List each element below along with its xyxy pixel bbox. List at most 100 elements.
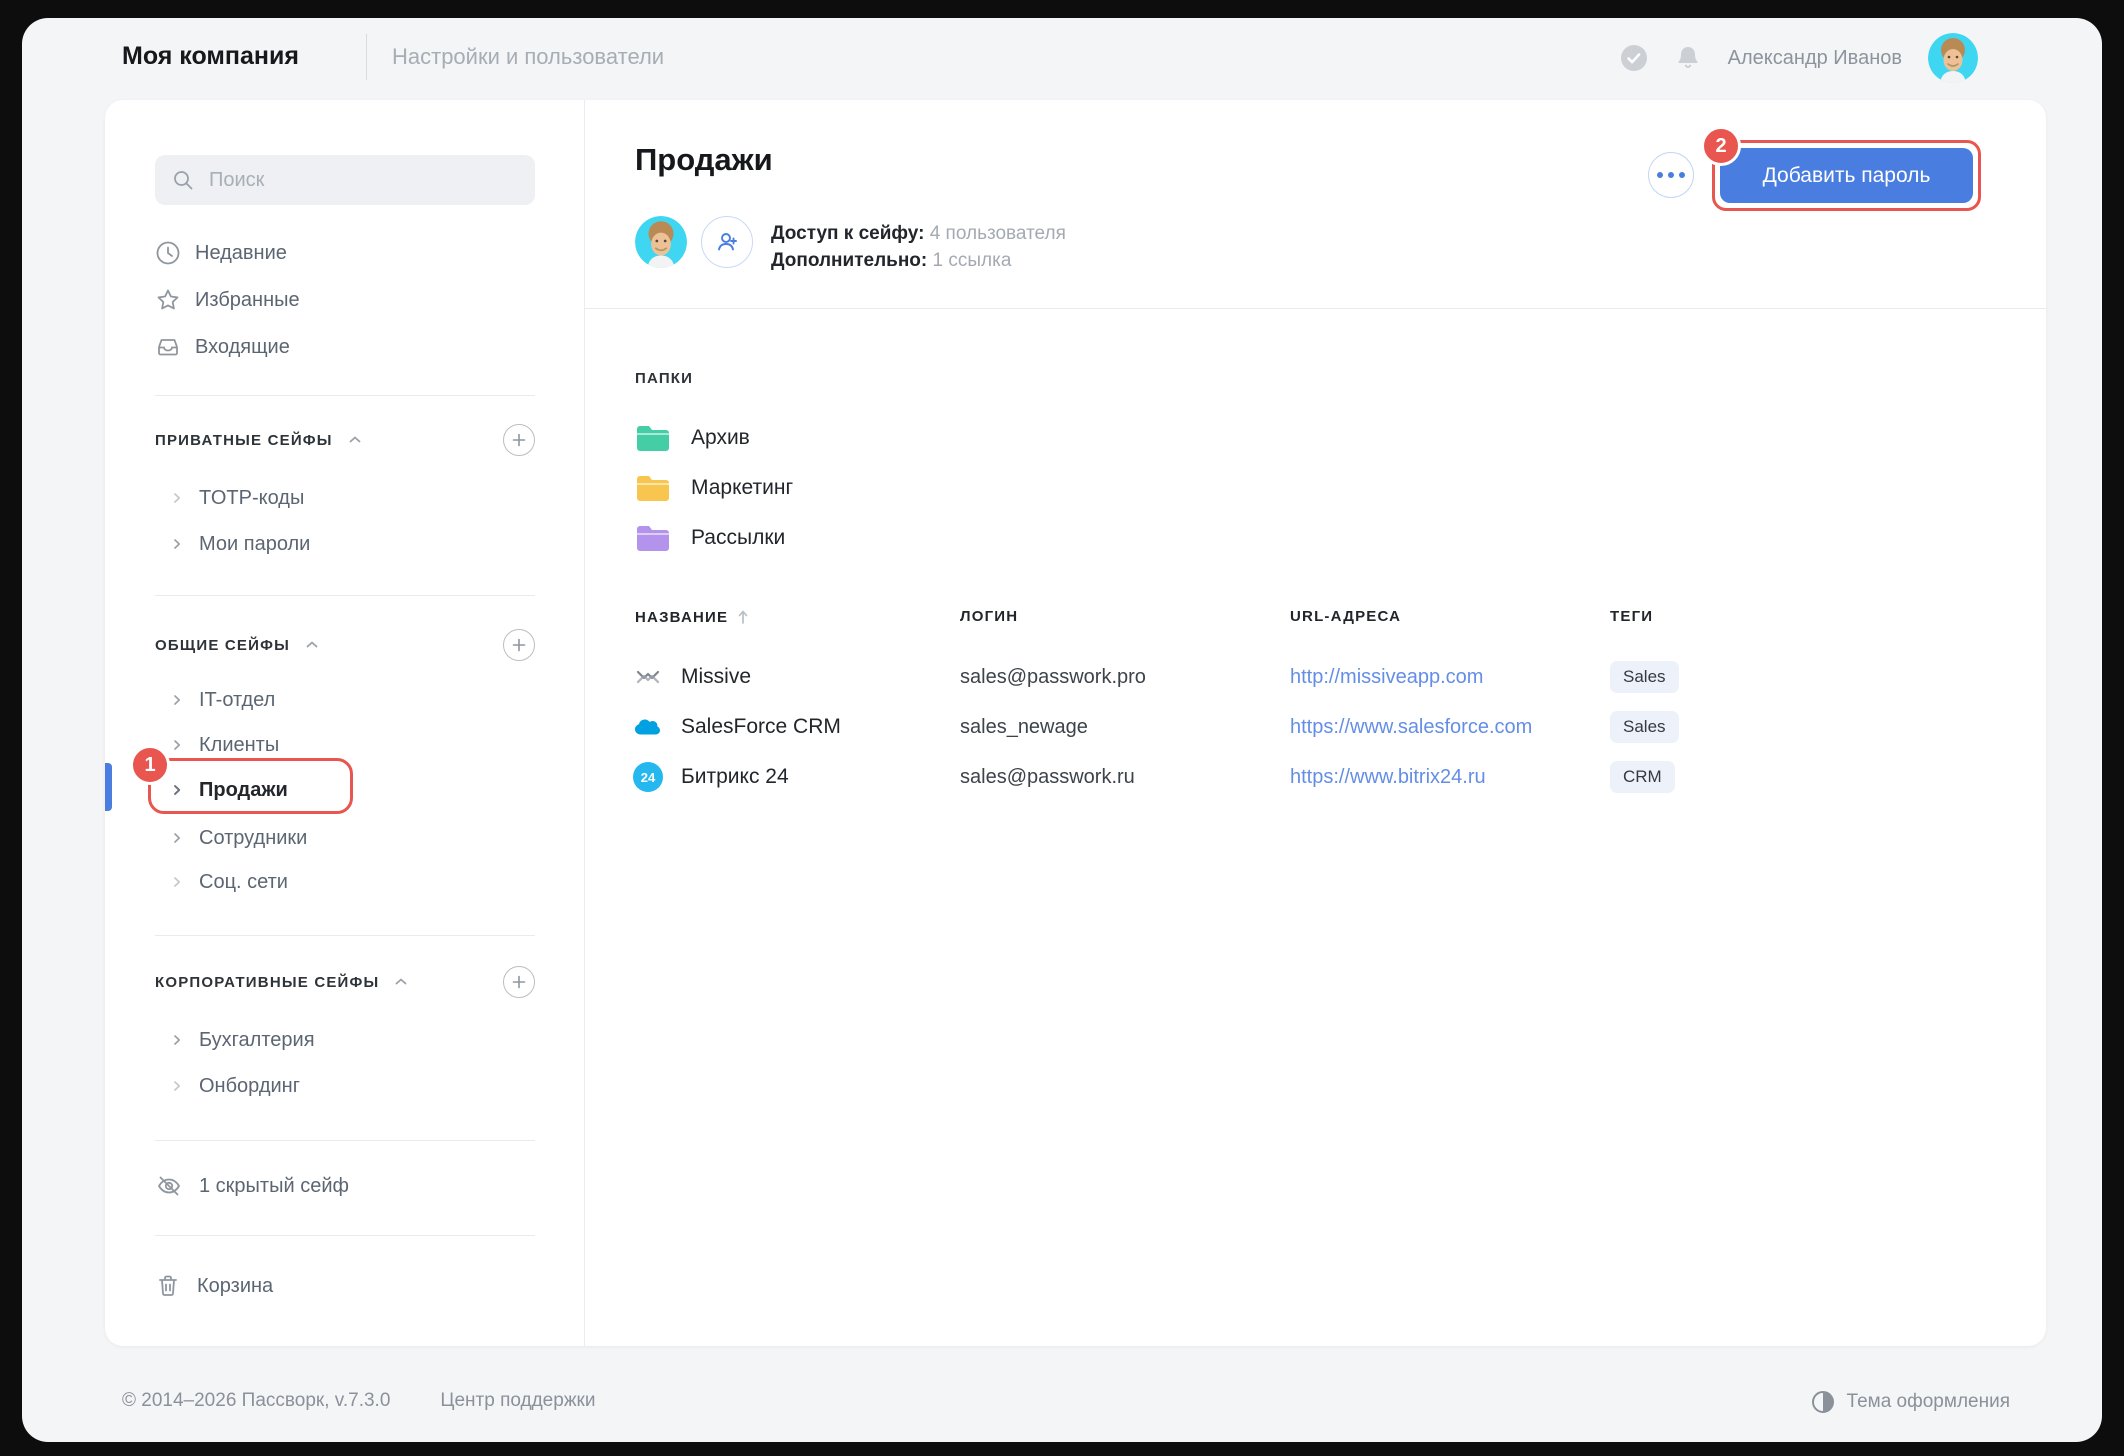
section-title[interactable]: ОБЩИЕ СЕЙФЫ [155, 636, 290, 654]
sidebar-item-label: Входящие [195, 335, 290, 358]
more-options-button[interactable] [1648, 152, 1694, 198]
hidden-safes-toggle[interactable]: 1 скрытый сейф [155, 1166, 535, 1206]
extra-label: Дополнительно: [771, 250, 928, 271]
chevron-right-icon [169, 1033, 185, 1047]
annotation-badge-1: 1 [130, 745, 170, 785]
sidebar-item-label: Клиенты [199, 733, 280, 756]
sidebar-item-label: Продажи [199, 778, 288, 801]
record-name: Missive [681, 665, 752, 688]
extra-value: 1 ссылка [932, 250, 1012, 271]
selected-item-indicator [105, 763, 112, 811]
sidebar-divider [155, 1140, 535, 1141]
sidebar-item-employees[interactable]: Сотрудники [155, 818, 535, 858]
check-circle-icon[interactable] [1620, 44, 1648, 72]
column-header-url[interactable]: URL-АДРЕСА [1290, 608, 1401, 625]
column-header-login[interactable]: ЛОГИН [960, 608, 1018, 625]
sidebar-item-inbox[interactable]: Входящие [155, 327, 535, 367]
annotation-badge-2: 2 [1701, 126, 1741, 166]
main-header-divider [585, 308, 2046, 309]
sidebar-divider [155, 395, 535, 396]
sidebar-item-label: Соц. сети [199, 870, 288, 893]
record-url-link[interactable]: http://missiveapp.com [1290, 665, 1484, 688]
app-window: Моя компания Настройки и пользователи Ал… [22, 18, 2102, 1442]
sidebar-item-recent[interactable]: Недавние [155, 233, 535, 273]
folder-archive[interactable]: Архив [635, 418, 750, 458]
sidebar-section-private-safes: ПРИВАТНЫЕ СЕЙФЫ [155, 422, 535, 458]
chevron-right-icon [169, 831, 185, 845]
folder-name: Маркетинг [691, 476, 794, 499]
record-url-link[interactable]: https://www.salesforce.com [1290, 715, 1533, 738]
support-center-link[interactable]: Центр поддержки [440, 1390, 596, 1411]
section-title[interactable]: КОРПОРАТИВНЫЕ СЕЙФЫ [155, 973, 380, 991]
bitrix-icon-text: 24 [640, 769, 656, 785]
sidebar-item-accounting[interactable]: Бухгалтерия [155, 1020, 535, 1060]
column-label: URL-АДРЕСА [1290, 608, 1402, 625]
table-row[interactable]: 24 Битрикс 24 sales@passwork.ru https://… [585, 754, 2046, 800]
topbar-divider [366, 34, 367, 80]
sort-ascending-icon [736, 608, 750, 626]
sidebar-item-favorites[interactable]: Избранные [155, 280, 535, 320]
sidebar-divider [155, 935, 535, 936]
sidebar-item-label: Сотрудники [199, 826, 308, 849]
content-card: Недавние Избранные Входящие ПРИВАТНЫЕ СЕ… [105, 100, 2046, 1346]
column-header-name[interactable]: НАЗВАНИЕ [635, 608, 750, 626]
record-login: sales@passwork.pro [960, 665, 1146, 688]
trash-item[interactable]: Корзина [155, 1266, 535, 1306]
chevron-right-icon [169, 693, 185, 707]
sidebar-item-sales[interactable]: Продажи [155, 770, 535, 810]
bell-icon[interactable] [1674, 44, 1702, 72]
company-title: Моя компания [122, 42, 299, 70]
table-row[interactable]: SalesForce CRM sales_newage https://www.… [585, 704, 2046, 750]
sidebar-item-totp[interactable]: TOTP-коды [155, 478, 535, 518]
add-safe-button[interactable] [503, 966, 535, 998]
chevron-up-icon[interactable] [304, 637, 320, 653]
sidebar-item-onboarding[interactable]: Онбординг [155, 1066, 535, 1106]
ellipsis-icon [1668, 172, 1674, 178]
add-safe-button[interactable] [503, 424, 535, 456]
theme-contrast-icon [1811, 1390, 1835, 1414]
star-icon [155, 287, 181, 313]
hidden-safes-label: 1 скрытый сейф [199, 1174, 349, 1197]
column-label: ТЕГИ [1610, 608, 1654, 625]
sidebar-item-label: IT-отдел [199, 688, 276, 711]
search-input[interactable] [207, 167, 519, 193]
folder-marketing[interactable]: Маркетинг [635, 468, 793, 508]
chevron-up-icon[interactable] [347, 432, 363, 448]
ellipsis-icon [1657, 172, 1663, 178]
add-password-button[interactable]: Добавить пароль [1720, 148, 1973, 203]
user-avatar[interactable] [1928, 33, 1978, 83]
sidebar-item-clients[interactable]: Клиенты [155, 725, 535, 765]
add-user-button[interactable] [701, 216, 753, 268]
sidebar-item-label: Недавние [195, 241, 287, 264]
trash-label: Корзина [197, 1274, 274, 1297]
folder-icon [635, 423, 671, 453]
sidebar-section-shared-safes: ОБЩИЕ СЕЙФЫ [155, 627, 535, 663]
tag-badge[interactable]: Sales [1610, 711, 1679, 743]
tag-badge[interactable]: Sales [1610, 661, 1679, 693]
eye-off-icon [155, 1172, 183, 1200]
record-url-link[interactable]: https://www.bitrix24.ru [1290, 765, 1486, 788]
add-safe-button[interactable] [503, 629, 535, 661]
page-title: Продажи [635, 142, 773, 177]
table-row[interactable]: Missive sales@passwork.pro http://missiv… [585, 654, 2046, 700]
sidebar-item-label: Избранные [195, 288, 300, 311]
safe-member-avatar[interactable] [635, 216, 687, 268]
chevron-up-icon[interactable] [393, 974, 409, 990]
sidebar-item-social[interactable]: Соц. сети [155, 862, 535, 902]
sidebar-item-it-dept[interactable]: IT-отдел [155, 680, 535, 720]
nav-settings-users[interactable]: Настройки и пользователи [392, 44, 665, 69]
column-label: ЛОГИН [960, 608, 1019, 625]
search-box[interactable] [155, 155, 535, 205]
theme-switcher[interactable]: Тема оформления [1811, 1390, 2010, 1414]
column-header-tags[interactable]: ТЕГИ [1610, 608, 1653, 625]
ellipsis-icon [1679, 172, 1685, 178]
tag-badge[interactable]: CRM [1610, 761, 1675, 793]
user-name[interactable]: Александр Иванов [1727, 46, 1902, 69]
person-plus-icon [713, 228, 741, 256]
chevron-right-icon [169, 491, 185, 505]
sidebar: Недавние Избранные Входящие ПРИВАТНЫЕ СЕ… [105, 100, 585, 1346]
section-title[interactable]: ПРИВАТНЫЕ СЕЙФЫ [155, 431, 333, 449]
folder-mailings[interactable]: Рассылки [635, 518, 785, 558]
chevron-right-icon [169, 738, 185, 752]
sidebar-item-my-passwords[interactable]: Мои пароли [155, 524, 535, 564]
